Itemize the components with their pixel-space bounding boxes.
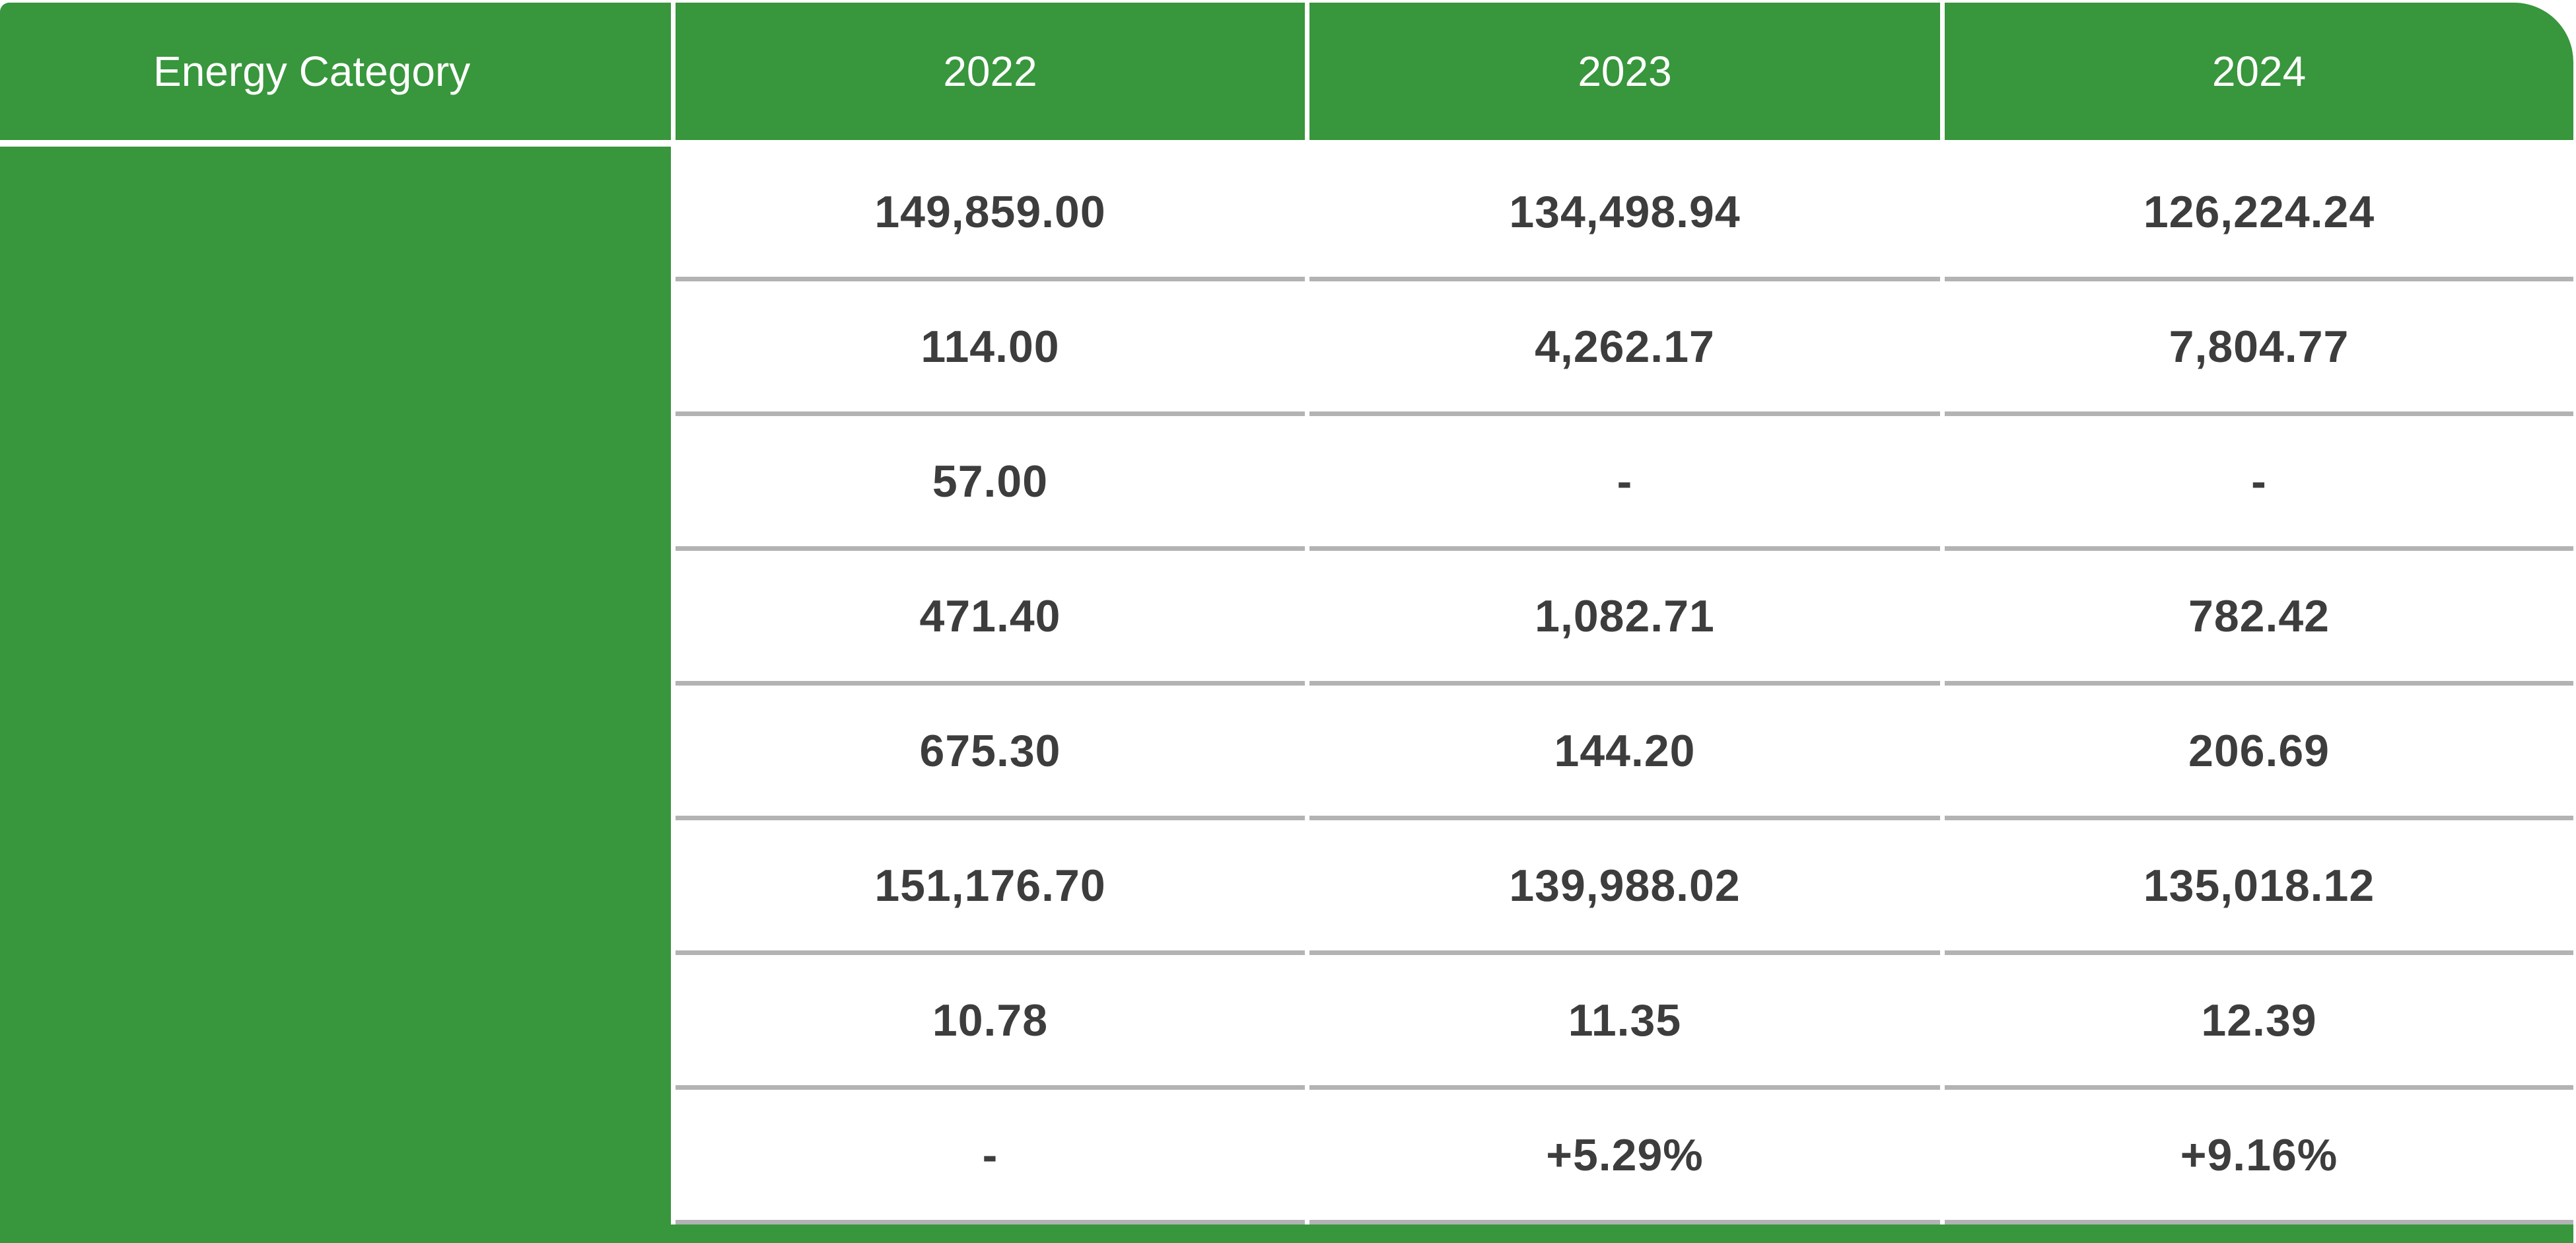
value-cell: 782.42 <box>1945 551 2573 686</box>
header-cell-2024: 2024 <box>1945 3 2573 140</box>
value-cell: 11.35 <box>1309 955 1940 1090</box>
value-cell: 12.39 <box>1945 955 2573 1090</box>
value-cell: 4,262.17 <box>1309 281 1940 416</box>
value-cell-percent: +9.16% <box>1945 1090 2573 1225</box>
value-cell-total: 139,988.02 <box>1309 820 1940 955</box>
header-cell-category: Energy Category <box>0 3 671 140</box>
category-cell <box>0 686 671 820</box>
category-cell <box>0 955 671 1090</box>
category-cell <box>0 416 671 551</box>
cutoff-next-row-band <box>0 1225 2573 1243</box>
value-cell-total: 151,176.70 <box>676 820 1305 955</box>
header-year-label: 2022 <box>943 48 1037 95</box>
value-cell: 7,804.77 <box>1945 281 2573 416</box>
value-cell: - <box>1309 416 1940 551</box>
header-year-label: 2024 <box>2211 48 2307 95</box>
value-cell: 144.20 <box>1309 686 1940 820</box>
header-cell-2022: 2022 <box>676 3 1305 140</box>
value-cell-total: 135,018.12 <box>1945 820 2573 955</box>
value-cell: - <box>1945 416 2573 551</box>
category-cell <box>0 820 671 955</box>
category-cell <box>0 1090 671 1225</box>
header-category-label: Energy Category <box>153 48 471 95</box>
value-cell: 114.00 <box>676 281 1305 416</box>
header-year-label: 2023 <box>1578 48 1672 95</box>
header-body-divider <box>0 140 2573 147</box>
value-cell-percent: +5.29% <box>1309 1090 1940 1225</box>
value-cell: 149,859.00 <box>676 147 1305 281</box>
energy-table: Energy Category 2022 2023 2024 149,859.0… <box>0 3 2573 1243</box>
category-cell <box>0 281 671 416</box>
value-cell: 206.69 <box>1945 686 2573 820</box>
category-cell <box>0 551 671 686</box>
value-cell: 675.30 <box>676 686 1305 820</box>
value-cell: 1,082.71 <box>1309 551 1940 686</box>
value-cell: 10.78 <box>676 955 1305 1090</box>
value-cell: 471.40 <box>676 551 1305 686</box>
value-cell-percent: - <box>676 1090 1305 1225</box>
value-cell: 126,224.24 <box>1945 147 2573 281</box>
value-cell: 134,498.94 <box>1309 147 1940 281</box>
category-cell <box>0 147 671 281</box>
value-cell: 57.00 <box>676 416 1305 551</box>
header-cell-2023: 2023 <box>1309 3 1940 140</box>
